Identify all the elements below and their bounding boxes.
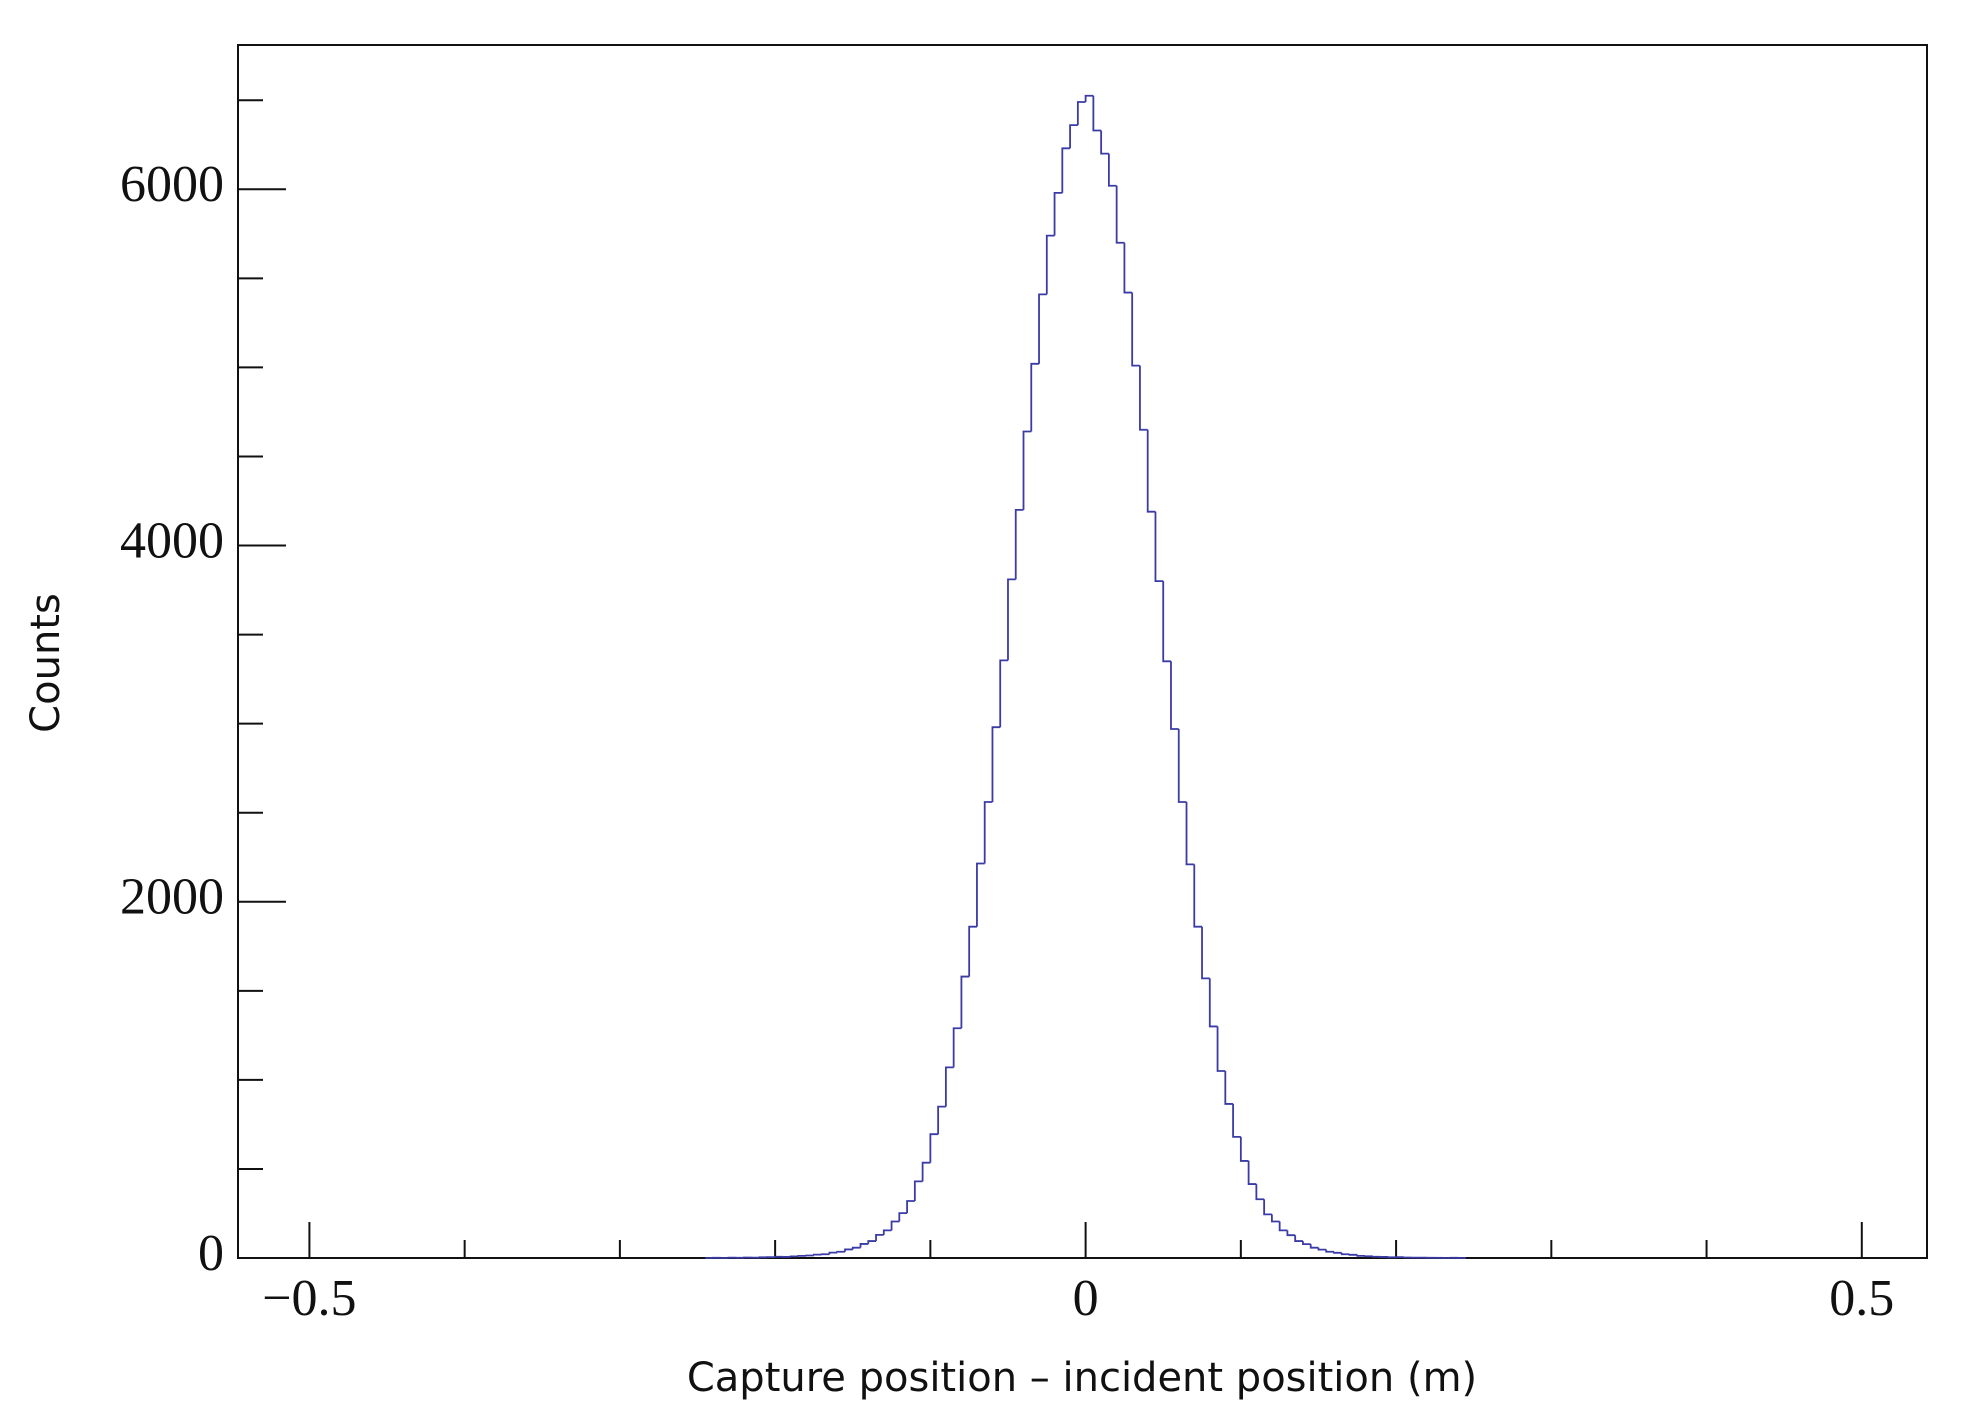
- histogram-bin: [890, 1220, 900, 1231]
- histogram-bin: [1232, 1103, 1241, 1138]
- histogram-bin: [1193, 864, 1203, 928]
- histogram-bin: [1115, 185, 1125, 244]
- histogram-bin: [944, 1066, 954, 1107]
- histogram-bin: [797, 1254, 807, 1257]
- histogram-bin: [1107, 153, 1117, 187]
- histogram-bin: [1038, 293, 1047, 364]
- histogram-bin: [1317, 1247, 1327, 1251]
- histogram-bin: [1177, 728, 1187, 803]
- y-tick-label: 6000: [120, 156, 224, 213]
- histogram-bin: [1123, 242, 1133, 294]
- histogram-bin: [1294, 1235, 1303, 1242]
- histogram-bin: [1154, 511, 1164, 583]
- histogram-bin: [1263, 1199, 1272, 1216]
- histogram-bin: [1340, 1252, 1350, 1256]
- histogram-bin: [1045, 234, 1055, 295]
- histogram-bin: [1270, 1214, 1280, 1223]
- histogram-bin: [929, 1133, 939, 1163]
- histogram-bin: [875, 1233, 884, 1242]
- histogram-bin: [1255, 1184, 1265, 1201]
- x-tick-label: −0.5: [262, 1270, 356, 1327]
- histogram-bin: [913, 1180, 923, 1201]
- histogram-bin: [983, 801, 993, 864]
- histogram-bin: [1278, 1221, 1288, 1232]
- x-axis-title: Capture position – incident position (m): [687, 1355, 1477, 1401]
- histogram-bin: [1224, 1070, 1234, 1105]
- histogram-bin: [1084, 94, 1094, 102]
- histogram-bin: [1201, 926, 1210, 980]
- histogram-bin: [1007, 578, 1016, 661]
- histogram-bin: [1239, 1136, 1249, 1162]
- histogram-bin: [968, 925, 977, 977]
- histogram-bin: [1092, 95, 1102, 132]
- histogram-bin: [1247, 1160, 1257, 1185]
- histogram-bin: [1069, 124, 1078, 149]
- y-tick-label: 2000: [120, 869, 224, 926]
- histogram-bin: [1146, 429, 1156, 513]
- histogram-bin: [1348, 1253, 1358, 1256]
- y-axis-title: Counts: [23, 593, 69, 733]
- histogram-bin: [859, 1243, 869, 1248]
- histogram-bin: [1356, 1254, 1366, 1257]
- histogram-bin: [882, 1229, 892, 1235]
- histogram-bin: [1216, 1026, 1226, 1072]
- histogram-bin: [906, 1200, 915, 1214]
- histogram-bin: [851, 1246, 861, 1250]
- histogram-bin: [1333, 1251, 1342, 1254]
- histogram-bin: [836, 1250, 845, 1253]
- histogram-bin: [1053, 191, 1063, 236]
- histogram-bin: [1022, 430, 1032, 510]
- histogram-bin: [867, 1240, 877, 1244]
- histogram-bin: [898, 1212, 908, 1222]
- plot-frame: [237, 44, 1928, 1259]
- x-tick-label: 0.5: [1829, 1270, 1894, 1327]
- histogram-bin: [813, 1253, 822, 1256]
- histogram-bin: [976, 862, 985, 927]
- histogram-bin: [1185, 802, 1195, 866]
- histogram-bin: [991, 726, 1001, 803]
- y-tick-label: 4000: [120, 512, 224, 569]
- histogram-bin: [1030, 362, 1040, 432]
- histogram-bin: [1309, 1244, 1319, 1249]
- histogram-bin: [1131, 292, 1140, 367]
- histogram-bin: [960, 975, 970, 1029]
- histogram-bin: [1162, 581, 1171, 663]
- histogram-bin: [952, 1027, 962, 1068]
- y-tick-label: 0: [198, 1225, 224, 1282]
- histogram-bin: [999, 659, 1008, 728]
- histogram-bin: [1371, 1255, 1381, 1258]
- histogram-bin: [789, 1255, 799, 1258]
- histogram-bin: [1014, 508, 1024, 580]
- histogram-bin: [1076, 101, 1086, 126]
- histogram-bin: [1286, 1230, 1296, 1237]
- histogram-bin: [1208, 978, 1218, 1028]
- histogram-bin: [828, 1251, 838, 1255]
- histogram-bin: [1139, 365, 1148, 431]
- histogram-bin: [937, 1105, 946, 1135]
- histogram-bin: [1325, 1249, 1334, 1253]
- histogram-bin: [1100, 130, 1109, 155]
- histogram-bin: [1302, 1241, 1311, 1246]
- histogram-bin: [1061, 147, 1071, 193]
- histogram-bin: [921, 1161, 931, 1182]
- x-tick-label: 0: [1073, 1270, 1099, 1327]
- histogram-bin: [1170, 661, 1179, 730]
- histogram-bin: [844, 1248, 853, 1252]
